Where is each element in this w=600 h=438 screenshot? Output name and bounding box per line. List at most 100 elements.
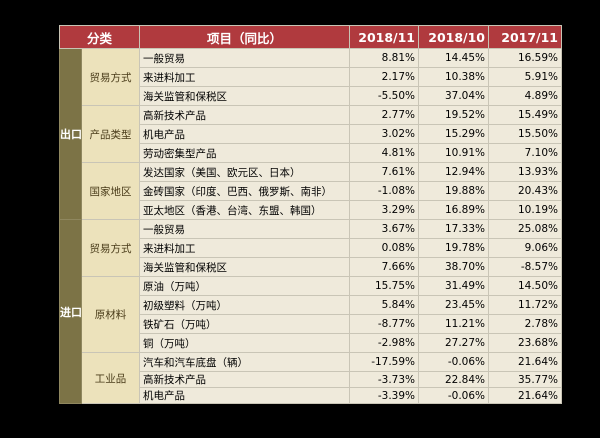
table-row: 来进料加工 2.17% 10.38% 5.91% xyxy=(60,67,563,87)
value-2017-11: 23.68% xyxy=(488,333,563,353)
value-2018-10: -0.06% xyxy=(418,387,490,404)
value-2017-11: 7.10% xyxy=(488,143,563,163)
table-row: 初级塑料（万吨） 5.84% 23.45% 11.72% xyxy=(60,295,563,315)
table-row: 机电产品 3.02% 15.29% 15.50% xyxy=(60,124,563,144)
group-label: 产品类型 xyxy=(80,105,141,163)
table-row: 来进料加工 0.08% 19.78% 9.06% xyxy=(60,238,563,258)
value-2017-11: 35.77% xyxy=(488,371,563,388)
value-2017-11: 11.72% xyxy=(488,295,563,315)
header-category: 分类 xyxy=(58,25,141,49)
item-cell: 原油（万吨） xyxy=(139,276,351,296)
item-cell: 铜（万吨） xyxy=(139,333,351,353)
item-cell: 汽车和汽车底盘（辆） xyxy=(139,352,351,372)
item-cell: 铁矿石（万吨） xyxy=(139,314,351,334)
table-body: 出口 贸易方式 一般贸易 8.81% 14.45% 16.59% 来进料加工 2.17% 10.… xyxy=(59,48,563,404)
table-row: 海关监管和保税区 -5.50% 37.04% 4.89% xyxy=(60,86,563,106)
value-2018-10: 17.33% xyxy=(418,219,490,239)
value-2017-11: 14.50% xyxy=(488,276,563,296)
group-label: 原材料 xyxy=(80,276,141,353)
value-2018-10: 37.04% xyxy=(418,86,490,106)
table-row: 产品类型 高新技术产品 2.77% 19.52% 15.49% xyxy=(60,105,563,163)
table-row: 劳动密集型产品 4.81% 10.91% 7.10% xyxy=(60,143,563,163)
value-2018-10: 11.21% xyxy=(418,314,490,334)
value-2017-11: 5.91% xyxy=(488,67,563,87)
table-row: 金砖国家（印度、巴西、俄罗斯、南非） -1.08% 19.88% 20.43% xyxy=(60,181,563,201)
value-2018-10: 38.70% xyxy=(418,257,490,277)
value-2018-11: 7.66% xyxy=(349,257,420,277)
table-row: 工业品 汽车和汽车底盘（辆） -17.59% -0.06% 21.64% xyxy=(60,352,563,404)
item-cell: 金砖国家（印度、巴西、俄罗斯、南非） xyxy=(139,181,351,201)
item-cell: 初级塑料（万吨） xyxy=(139,295,351,315)
group-label: 工业品 xyxy=(80,352,141,404)
value-2018-10: 22.84% xyxy=(418,371,490,388)
value-2018-11: 2.77% xyxy=(349,105,420,125)
item-cell: 发达国家（美国、欧元区、日本） xyxy=(139,162,351,182)
value-2018-10: 19.78% xyxy=(418,238,490,258)
value-2017-11: 15.49% xyxy=(488,105,563,125)
value-2017-11: 4.89% xyxy=(488,86,563,106)
item-cell: 一般贸易 xyxy=(139,219,351,239)
table-row: 进口 贸易方式 一般贸易 3.67% 17.33% 25.08% xyxy=(59,219,563,404)
value-2018-11: 8.81% xyxy=(349,48,420,68)
value-2018-11: -5.50% xyxy=(349,86,420,106)
value-2018-11: 3.67% xyxy=(349,219,420,239)
value-2017-11: 25.08% xyxy=(488,219,563,239)
value-2017-11: 15.50% xyxy=(488,124,563,144)
value-2018-11: -3.73% xyxy=(349,371,420,388)
item-cell: 亚太地区（香港、台湾、东盟、韩国） xyxy=(139,200,351,220)
value-2018-10: 15.29% xyxy=(418,124,490,144)
value-2018-11: -17.59% xyxy=(349,352,420,372)
value-2018-11: -8.77% xyxy=(349,314,420,334)
value-2018-11: 0.08% xyxy=(349,238,420,258)
value-2018-10: 16.89% xyxy=(418,200,490,220)
value-2018-11: 7.61% xyxy=(349,162,420,182)
value-2018-10: 23.45% xyxy=(418,295,490,315)
value-2018-11: 3.29% xyxy=(349,200,420,220)
value-2018-10: 19.88% xyxy=(418,181,490,201)
header-col3: 2017/11 xyxy=(488,25,563,49)
value-2018-10: 19.52% xyxy=(418,105,490,125)
header-col1: 2018/11 xyxy=(349,25,420,49)
value-2018-11: 5.84% xyxy=(349,295,420,315)
header-col2: 2018/10 xyxy=(418,25,490,49)
value-2018-11: -1.08% xyxy=(349,181,420,201)
item-cell: 高新技术产品 xyxy=(139,371,351,388)
value-2018-11: 2.17% xyxy=(349,67,420,87)
item-cell: 海关监管和保税区 xyxy=(139,86,351,106)
value-2017-11: 21.64% xyxy=(488,352,563,372)
item-cell: 海关监管和保税区 xyxy=(139,257,351,277)
value-2018-10: 27.27% xyxy=(418,333,490,353)
table-row: 铜（万吨） -2.98% 27.27% 23.68% xyxy=(60,333,563,353)
item-cell: 机电产品 xyxy=(139,124,351,144)
item-cell: 高新技术产品 xyxy=(139,105,351,125)
value-2017-11: 16.59% xyxy=(488,48,563,68)
value-2018-10: 31.49% xyxy=(418,276,490,296)
table-row: 亚太地区（香港、台湾、东盟、韩国） 3.29% 16.89% 10.19% xyxy=(60,200,563,220)
item-cell: 来进料加工 xyxy=(139,238,351,258)
table-row: 国家地区 发达国家（美国、欧元区、日本） 7.61% 12.94% 13.93% xyxy=(60,162,563,220)
header-item: 项目（同比） xyxy=(139,25,351,49)
value-2018-10: -0.06% xyxy=(418,352,490,372)
trade-table-container: 分类 项目（同比） 2018/11 2018/10 2017/11 出口 贸易方式… xyxy=(58,25,563,410)
value-2018-10: 10.91% xyxy=(418,143,490,163)
group-label: 贸易方式 xyxy=(80,48,141,106)
table-row: 原材料 原油（万吨） 15.75% 31.49% 14.50% xyxy=(60,276,563,353)
section-label: 进口 xyxy=(59,219,82,404)
item-cell: 劳动密集型产品 xyxy=(139,143,351,163)
group-label: 国家地区 xyxy=(80,162,141,220)
value-2017-11: 13.93% xyxy=(488,162,563,182)
value-2018-11: 3.02% xyxy=(349,124,420,144)
header-row: 分类 项目（同比） 2018/11 2018/10 2017/11 xyxy=(58,25,563,49)
value-2017-11: 2.78% xyxy=(488,314,563,334)
table-row: 海关监管和保税区 7.66% 38.70% -8.57% xyxy=(60,257,563,277)
value-2017-11: 20.43% xyxy=(488,181,563,201)
item-cell: 来进料加工 xyxy=(139,67,351,87)
value-2017-11: -8.57% xyxy=(488,257,563,277)
table-row: 铁矿石（万吨） -8.77% 11.21% 2.78% xyxy=(60,314,563,334)
value-2018-11: -3.39% xyxy=(349,387,420,404)
trade-growth-table: 分类 项目（同比） 2018/11 2018/10 2017/11 出口 贸易方式… xyxy=(58,25,563,404)
value-2018-10: 14.45% xyxy=(418,48,490,68)
value-2018-10: 12.94% xyxy=(418,162,490,182)
value-2018-10: 10.38% xyxy=(418,67,490,87)
value-2017-11: 10.19% xyxy=(488,200,563,220)
